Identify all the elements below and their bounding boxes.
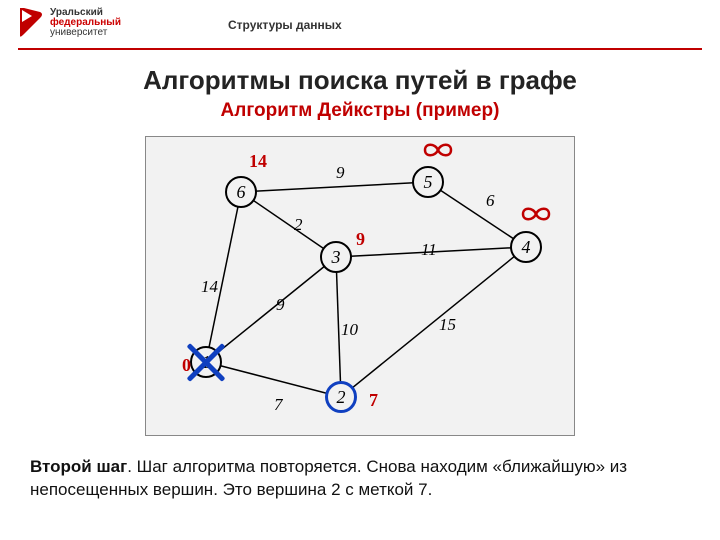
graph-diagram: 962141191015710273945614	[145, 136, 575, 436]
graph-node-5: 5	[412, 166, 444, 198]
edge-weight: 11	[421, 240, 437, 260]
edge-weight: 10	[341, 320, 358, 340]
node-dist-label: 9	[356, 229, 365, 250]
section-title: Структуры данных	[228, 18, 342, 32]
node-dist-label: 7	[369, 390, 378, 411]
node-dist-label: 0	[182, 355, 191, 376]
edge-weight: 15	[439, 315, 456, 335]
edge-weight: 7	[274, 395, 283, 415]
graph-node-4: 4	[510, 231, 542, 263]
subtitle: Алгоритм Дейкстры (пример)	[0, 100, 720, 122]
logo-text: Уральский федеральный университет	[50, 8, 121, 38]
step-caption: Второй шаг. Шаг алгоритма повторяется. С…	[30, 456, 690, 502]
graph-node-3: 3	[320, 241, 352, 273]
edge-weight: 9	[276, 295, 285, 315]
edge-weight: 14	[201, 277, 218, 297]
main-title: Алгоритмы поиска путей в графе	[0, 65, 720, 96]
graph-node-6: 6	[225, 176, 257, 208]
graph-node-2: 2	[325, 381, 357, 413]
node-dist-label: 14	[249, 151, 267, 172]
university-logo: Уральский федеральный университет	[18, 6, 121, 40]
edge-weight: 2	[294, 215, 303, 235]
edge-weight: 9	[336, 163, 345, 183]
edge-weight: 6	[486, 191, 495, 211]
logo-line3: университет	[50, 28, 121, 38]
caption-bold: Второй шаг	[30, 457, 127, 476]
slide-header: Уральский федеральный университет Структ…	[18, 0, 702, 50]
logo-icon	[18, 6, 44, 40]
